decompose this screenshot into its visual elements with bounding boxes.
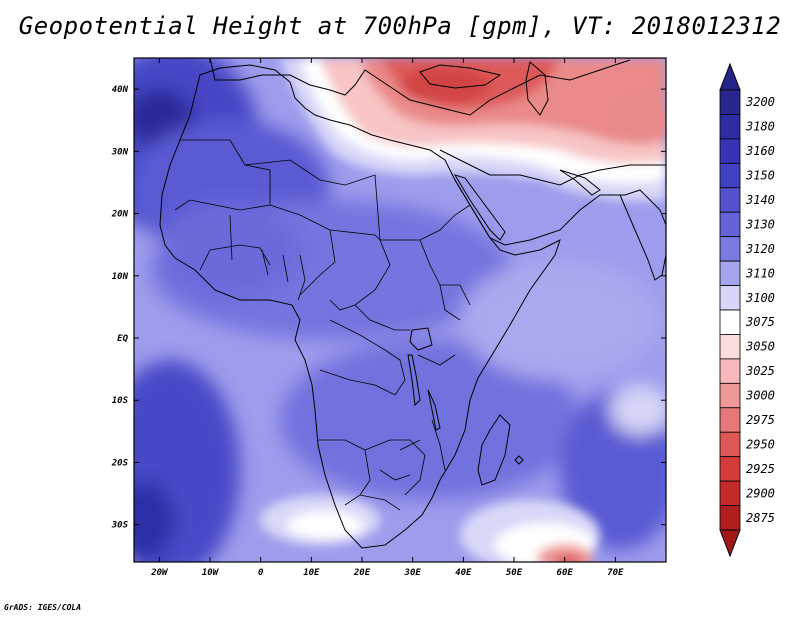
field-indian-pocket (610, 385, 666, 435)
colorbar-label: 2925 (746, 462, 775, 476)
colorbar-bottom-arrow (719, 529, 741, 558)
height-field (134, 58, 666, 562)
colorbar-label: 3050 (745, 340, 775, 354)
colorbar-label: 3100 (745, 291, 775, 305)
colorbar-swatch (719, 334, 741, 360)
red-sea (453, 174, 506, 241)
field-se-trough-center (554, 555, 582, 562)
colorbar-swatch (719, 285, 741, 311)
lat-tick-label: EQ (117, 334, 128, 344)
lat-tick-label: 30S (111, 521, 129, 531)
grads-credit: GrADS: IGES/COLA (4, 603, 82, 612)
coastlines (159, 58, 666, 549)
colorbar-swatch (719, 431, 741, 458)
lat-tick-label: 20S (111, 458, 129, 468)
field-south-atlantic (134, 360, 240, 562)
mauritius (514, 455, 524, 465)
field-west-africa (160, 200, 300, 300)
field-sw-trough-core (287, 511, 363, 539)
lon-tick-label: 70E (607, 568, 624, 578)
lon-tick-label: 20E (353, 568, 371, 578)
colorbar-swatch (719, 260, 741, 286)
lon-tick-label: 40E (455, 568, 472, 578)
colorbar-swatch (719, 309, 741, 335)
colorbar-swatch (719, 187, 741, 213)
longitude-axis: 20W 10W 0 10E 20E 30E 40E 50E 60E 70E (150, 58, 624, 578)
field-indian-ocean (460, 260, 660, 380)
colorbar-swatch (719, 138, 741, 164)
lat-tick-label: 40N (112, 85, 129, 95)
lon-tick-label: 10W (202, 568, 220, 578)
field-north-core (400, 67, 490, 103)
lon-tick-label: 60E (557, 568, 574, 578)
colorbar-label: 3200 (745, 95, 775, 109)
colorbar-label: 2950 (746, 437, 775, 451)
map-frame (133, 57, 667, 563)
colorbar-swatch (719, 114, 741, 140)
lake-tanganyika (407, 354, 421, 407)
latitude-axis: 40N 30N 20N 10N EQ 10S 20S 30S (111, 85, 666, 531)
field-southern-africa (280, 340, 580, 500)
lon-tick-label: 20W (150, 568, 169, 578)
chart-title: Geopotential Height at 700hPa [gpm], VT:… (18, 12, 782, 40)
colorbar-swatch (719, 480, 741, 506)
colorbar-label: 3180 (745, 120, 775, 134)
persian-gulf (559, 169, 601, 196)
lon-tick-label: 50E (506, 568, 523, 578)
colorbar-label: 3140 (745, 193, 775, 207)
colorbar-label: 3000 (745, 389, 775, 403)
field-iran-low (610, 95, 666, 145)
madagascar (477, 414, 511, 486)
lon-tick-label: 10E (303, 568, 320, 578)
lake-malawi (427, 389, 441, 431)
lon-tick-label: 0 (258, 568, 264, 578)
arabia-coastline (439, 149, 666, 246)
colorbar-label: 2900 (746, 486, 775, 500)
lat-tick-label: 30N (111, 147, 129, 157)
field-sa-core (134, 480, 175, 560)
colorbar-swatch (719, 236, 741, 262)
colorbar-label: 3075 (745, 315, 775, 329)
colorbar-label: 3110 (745, 266, 775, 280)
colorbar-top-arrow (719, 62, 741, 91)
colorbar-label: 2975 (746, 413, 775, 427)
europe-coastline (209, 58, 631, 116)
colorbar-label: 3120 (745, 242, 775, 256)
colorbar-swatch (719, 211, 741, 238)
colorbar-swatch (719, 358, 741, 384)
colorbar-label: 3160 (745, 144, 775, 158)
india-coastline (619, 194, 666, 281)
lat-tick-label: 10S (112, 396, 129, 406)
colorbar-swatch (719, 505, 741, 531)
colorbar-swatch (719, 456, 741, 482)
lake-victoria (409, 327, 433, 351)
colorbar-label: 3130 (745, 217, 775, 231)
colorbar-label: 2875 (746, 511, 775, 525)
lat-tick-label: 10N (112, 272, 129, 282)
africa-coastline (159, 64, 561, 549)
colorbar-swatch (719, 382, 741, 409)
lon-tick-label: 30E (404, 568, 422, 578)
field-se-trough-core (537, 544, 593, 562)
colorbar: 3200 3180 3160 3150 3140 3130 3120 3110 3100 3075… (719, 62, 775, 558)
colorbar-swatch (719, 89, 741, 115)
colorbar-label: 3150 (745, 169, 775, 183)
black-sea (419, 64, 502, 89)
colorbar-label: 3025 (745, 364, 775, 378)
caspian-sea (525, 61, 549, 116)
colorbar-swatch (719, 162, 741, 189)
colorbar-swatch (719, 407, 741, 433)
country-borders (174, 139, 471, 511)
lat-tick-label: 20N (111, 210, 129, 220)
